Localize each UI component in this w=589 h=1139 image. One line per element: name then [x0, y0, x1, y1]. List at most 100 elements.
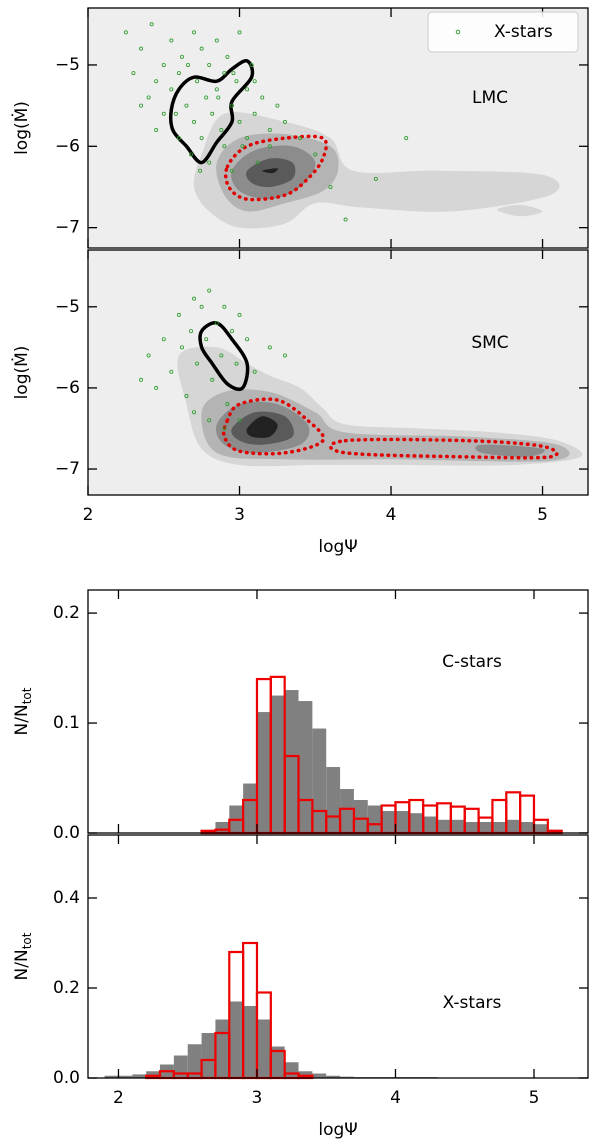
scatter-point: [328, 184, 333, 189]
y-tick-label: 0.4: [53, 888, 80, 908]
scatter-point: [199, 46, 204, 51]
histogram-bar: [340, 789, 354, 833]
scatter-point: [237, 119, 242, 124]
histogram-bar: [423, 816, 438, 833]
scatter-point: [204, 337, 209, 342]
y-tick-label: −7: [55, 459, 80, 479]
scatter-point: [207, 160, 212, 165]
scatter-point: [139, 103, 144, 108]
scatter-point: [161, 111, 166, 116]
histogram-bar: [464, 822, 479, 833]
panel-annotation: X-stars: [443, 993, 502, 1013]
density-contour: [246, 416, 278, 438]
scatter-point: [179, 54, 184, 59]
scatter-point: [173, 111, 178, 116]
contour-line: [328, 437, 559, 460]
scatter-point: [231, 71, 236, 76]
scatter-point: [207, 288, 212, 293]
density-contour: [497, 204, 543, 217]
scatter-point: [189, 152, 194, 157]
scatter-point: [184, 394, 189, 399]
y-tick-label: −5: [55, 55, 80, 75]
histogram-bar: [118, 1075, 133, 1078]
histogram-bar: [478, 822, 493, 833]
contour-line: [221, 397, 326, 456]
scatter-point: [237, 30, 242, 35]
histogram-bar: [284, 1062, 299, 1078]
scatter-point: [207, 62, 212, 67]
legend-marker: [455, 29, 461, 35]
scatter-point: [225, 402, 230, 407]
scatter-point: [169, 38, 174, 43]
scatter-point: [222, 144, 227, 149]
histogram-bar: [312, 728, 327, 833]
scatter-point: [210, 377, 215, 382]
histogram-bar: [146, 1071, 161, 1078]
scatter-point: [176, 71, 181, 76]
scatter-point: [267, 128, 272, 133]
scatter-point: [146, 353, 151, 358]
histogram-bar: [243, 783, 257, 833]
contours: [123, 22, 560, 229]
scatter-point: [154, 385, 159, 390]
histogram-bar: [437, 819, 451, 833]
scatter-point: [169, 369, 174, 374]
density-contour: [475, 444, 545, 457]
x-tick-label: 2: [83, 505, 94, 525]
y-tick-label: −7: [55, 218, 80, 238]
histogram-bar: [187, 1044, 202, 1078]
scatter-point: [298, 136, 303, 141]
panel: −7 −6 −5 2 3 4 5 logΨ log(Ṁ) SMC: [11, 249, 589, 557]
scatter-point: [199, 136, 204, 141]
panel: 0.0 0.2 0.4 2 3 4 5 logΨ N/Ntot X-stars: [12, 834, 589, 1139]
scatter-point: [275, 103, 280, 108]
scatter-point: [343, 217, 348, 222]
scatter-point: [210, 111, 215, 116]
density-contour: [262, 168, 278, 174]
y-tick-label: −5: [55, 297, 80, 317]
histogram-bar: [506, 819, 521, 833]
contour-line: [168, 58, 255, 165]
histogram-bar: [326, 767, 341, 833]
histogram-bar: [243, 1006, 257, 1078]
histogram-bar: [229, 1001, 244, 1078]
scatter-point: [161, 62, 166, 67]
contour-line: [198, 321, 250, 392]
scatter-point: [139, 46, 144, 51]
scatter-point: [267, 144, 272, 149]
y-label-main: N/N: [12, 704, 32, 735]
scatter-point: [237, 312, 242, 317]
scatter-point: [195, 79, 200, 84]
y-label-subscript: tot: [20, 687, 34, 704]
y-axis-label: log(Ṁ): [11, 346, 32, 400]
scatter-point: [149, 22, 154, 27]
histogram-bar: [395, 811, 410, 833]
histogram-bar: [270, 1046, 285, 1078]
scatter-point: [260, 95, 265, 100]
y-axis-label: N/Ntot: [12, 687, 34, 735]
scatter-point: [240, 144, 245, 149]
panel-annotation: C-stars: [442, 652, 502, 672]
scatter-point: [216, 95, 221, 100]
panel-annotation: LMC: [472, 88, 508, 108]
histogram-bar: [492, 822, 507, 833]
scatter-point: [185, 62, 190, 67]
histogram-bar: [298, 1071, 313, 1078]
y-label-main: N/N: [12, 949, 32, 980]
x-tick-label: 3: [252, 1088, 263, 1108]
scatter-point: [192, 30, 197, 35]
scatter-point: [229, 329, 234, 334]
histogram-bar: [533, 824, 548, 833]
scatter-point: [229, 103, 234, 108]
scatter-point: [214, 38, 219, 43]
axes-frame: [87, 589, 589, 834]
scatter-point: [373, 176, 378, 181]
y-tick-label: 0.2: [53, 603, 80, 623]
scatter-point: [204, 95, 209, 100]
histogram-bar: [409, 813, 424, 833]
scatter-point: [282, 353, 287, 358]
scatter-point: [229, 168, 234, 173]
histogram-bar: [284, 690, 299, 833]
y-label-subscript: tot: [20, 932, 34, 949]
